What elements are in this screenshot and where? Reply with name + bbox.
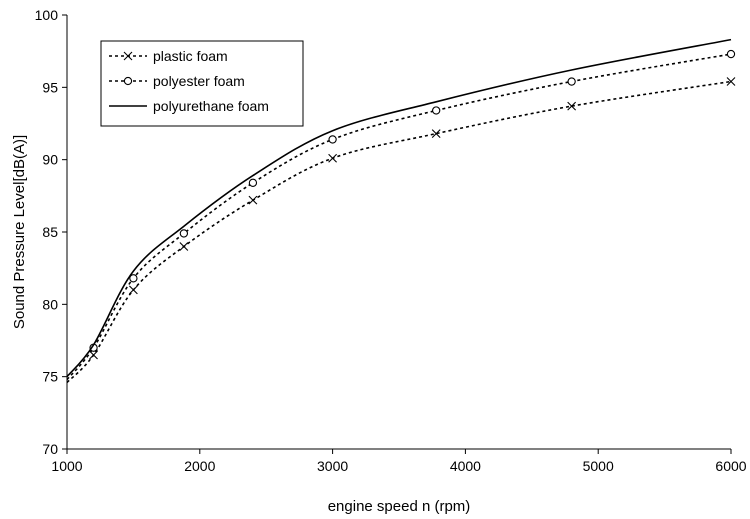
legend-label: polyurethane foam	[153, 98, 269, 114]
series-layer	[66, 38, 736, 384]
data-point	[129, 285, 138, 295]
y-tick-label: 80	[42, 296, 58, 312]
x-tick-label: 3000	[317, 458, 348, 474]
y-tick-label: 75	[42, 369, 58, 385]
data-point	[567, 101, 577, 111]
x-tick-label: 2000	[184, 458, 215, 474]
data-point	[431, 129, 441, 139]
y-tick-label: 90	[42, 152, 58, 168]
y-tick-label: 100	[35, 7, 59, 23]
y-tick-label: 70	[42, 441, 58, 457]
data-point	[726, 77, 736, 86]
data-point	[726, 49, 736, 59]
series-1	[66, 77, 736, 384]
legend-item: polyester foam	[109, 73, 245, 89]
data-point	[179, 229, 189, 238]
x-tick-label: 1000	[51, 458, 82, 474]
series-3	[66, 38, 732, 378]
series-2	[66, 49, 736, 381]
legend-box	[100, 40, 304, 127]
data-point	[248, 195, 258, 205]
series-line	[66, 38, 732, 378]
legend-label: plastic foam	[153, 48, 228, 64]
series-line	[66, 80, 732, 384]
data-point	[432, 106, 441, 115]
legend-marker	[123, 51, 133, 61]
data-point	[179, 242, 189, 251]
y-axis-title: Sound Pressure Level[dB(A)]	[11, 135, 28, 329]
legend-marker	[123, 76, 133, 86]
y-ticks: 70 75 80 85 90 95 100	[35, 7, 67, 457]
x-tick-label: 6000	[715, 458, 746, 474]
legend-item: polyurethane foam	[109, 98, 269, 114]
legend: plastic foam polyester foam polyurethane f…	[100, 40, 304, 127]
x-tick-label: 5000	[583, 458, 614, 474]
y-tick-label: 85	[42, 224, 58, 240]
series-line	[66, 53, 732, 381]
data-point	[328, 153, 337, 163]
x-tick-label: 4000	[450, 458, 481, 474]
x-ticks: 1000 2000 3000 4000 5000 6000	[51, 449, 747, 474]
data-point	[129, 274, 138, 283]
data-point	[328, 135, 337, 144]
data-point	[248, 178, 258, 187]
y-tick-label: 95	[42, 79, 58, 95]
data-point	[567, 77, 576, 86]
legend-label: polyester foam	[153, 73, 245, 89]
legend-item: plastic foam	[109, 48, 228, 64]
x-axis-title: engine speed n (rpm)	[328, 498, 471, 515]
